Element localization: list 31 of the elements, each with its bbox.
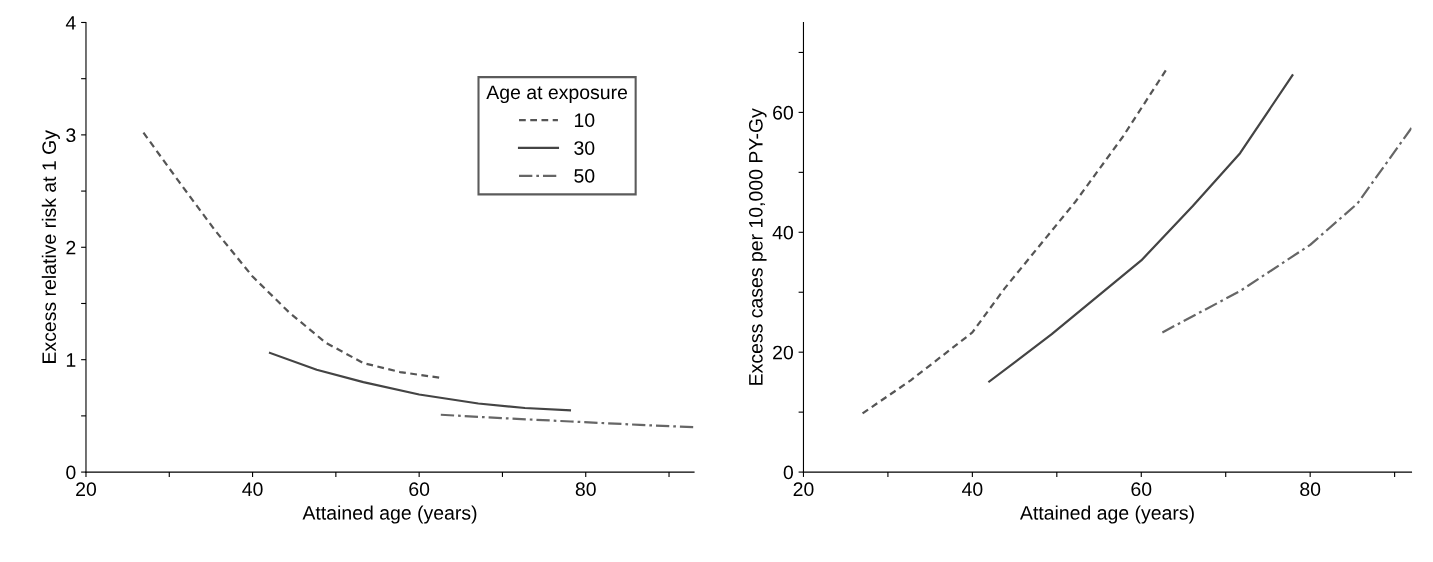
legend-label: 10	[574, 113, 595, 128]
legend-label: 50	[574, 169, 595, 183]
x-axis-title: Attained age (years)	[1019, 505, 1194, 524]
line-series	[268, 351, 572, 412]
legend-title: Age at exposure	[486, 85, 628, 104]
y-tick-label: 3	[66, 128, 76, 143]
x-tick-label: 40	[242, 482, 263, 497]
line-series	[988, 74, 1294, 383]
y-tick-label: 60	[773, 105, 793, 120]
x-tick-label: 80	[575, 482, 596, 497]
line-series	[142, 131, 441, 379]
line-series	[861, 69, 1167, 415]
x-tick-label: 60	[409, 482, 430, 497]
y-tick-label: 20	[773, 345, 793, 360]
y-tick-label: 40	[772, 225, 793, 240]
y-axis-title: Excess cases per 10,000 PY-Gy	[748, 108, 767, 385]
line-series	[439, 413, 695, 429]
x-tick-label: 40	[962, 482, 983, 497]
line-series	[1161, 126, 1412, 334]
y-tick-label: 2	[66, 240, 76, 255]
y-tick-label: 1	[66, 353, 76, 367]
x-tick-label: 20	[793, 482, 814, 497]
x-tick-label: 80	[1300, 482, 1321, 497]
x-tick-label: 60	[1131, 482, 1152, 497]
x-tick-label: 20	[76, 482, 97, 497]
legend-label: 30	[574, 141, 595, 155]
y-tick-label: 0	[783, 465, 793, 480]
y-tick-label: 0	[66, 465, 76, 480]
x-axis-title: Attained age (years)	[302, 505, 477, 524]
y-axis-title: Excess relative risk at 1 Gy	[41, 130, 60, 363]
y-tick-label: 4	[65, 16, 76, 30]
